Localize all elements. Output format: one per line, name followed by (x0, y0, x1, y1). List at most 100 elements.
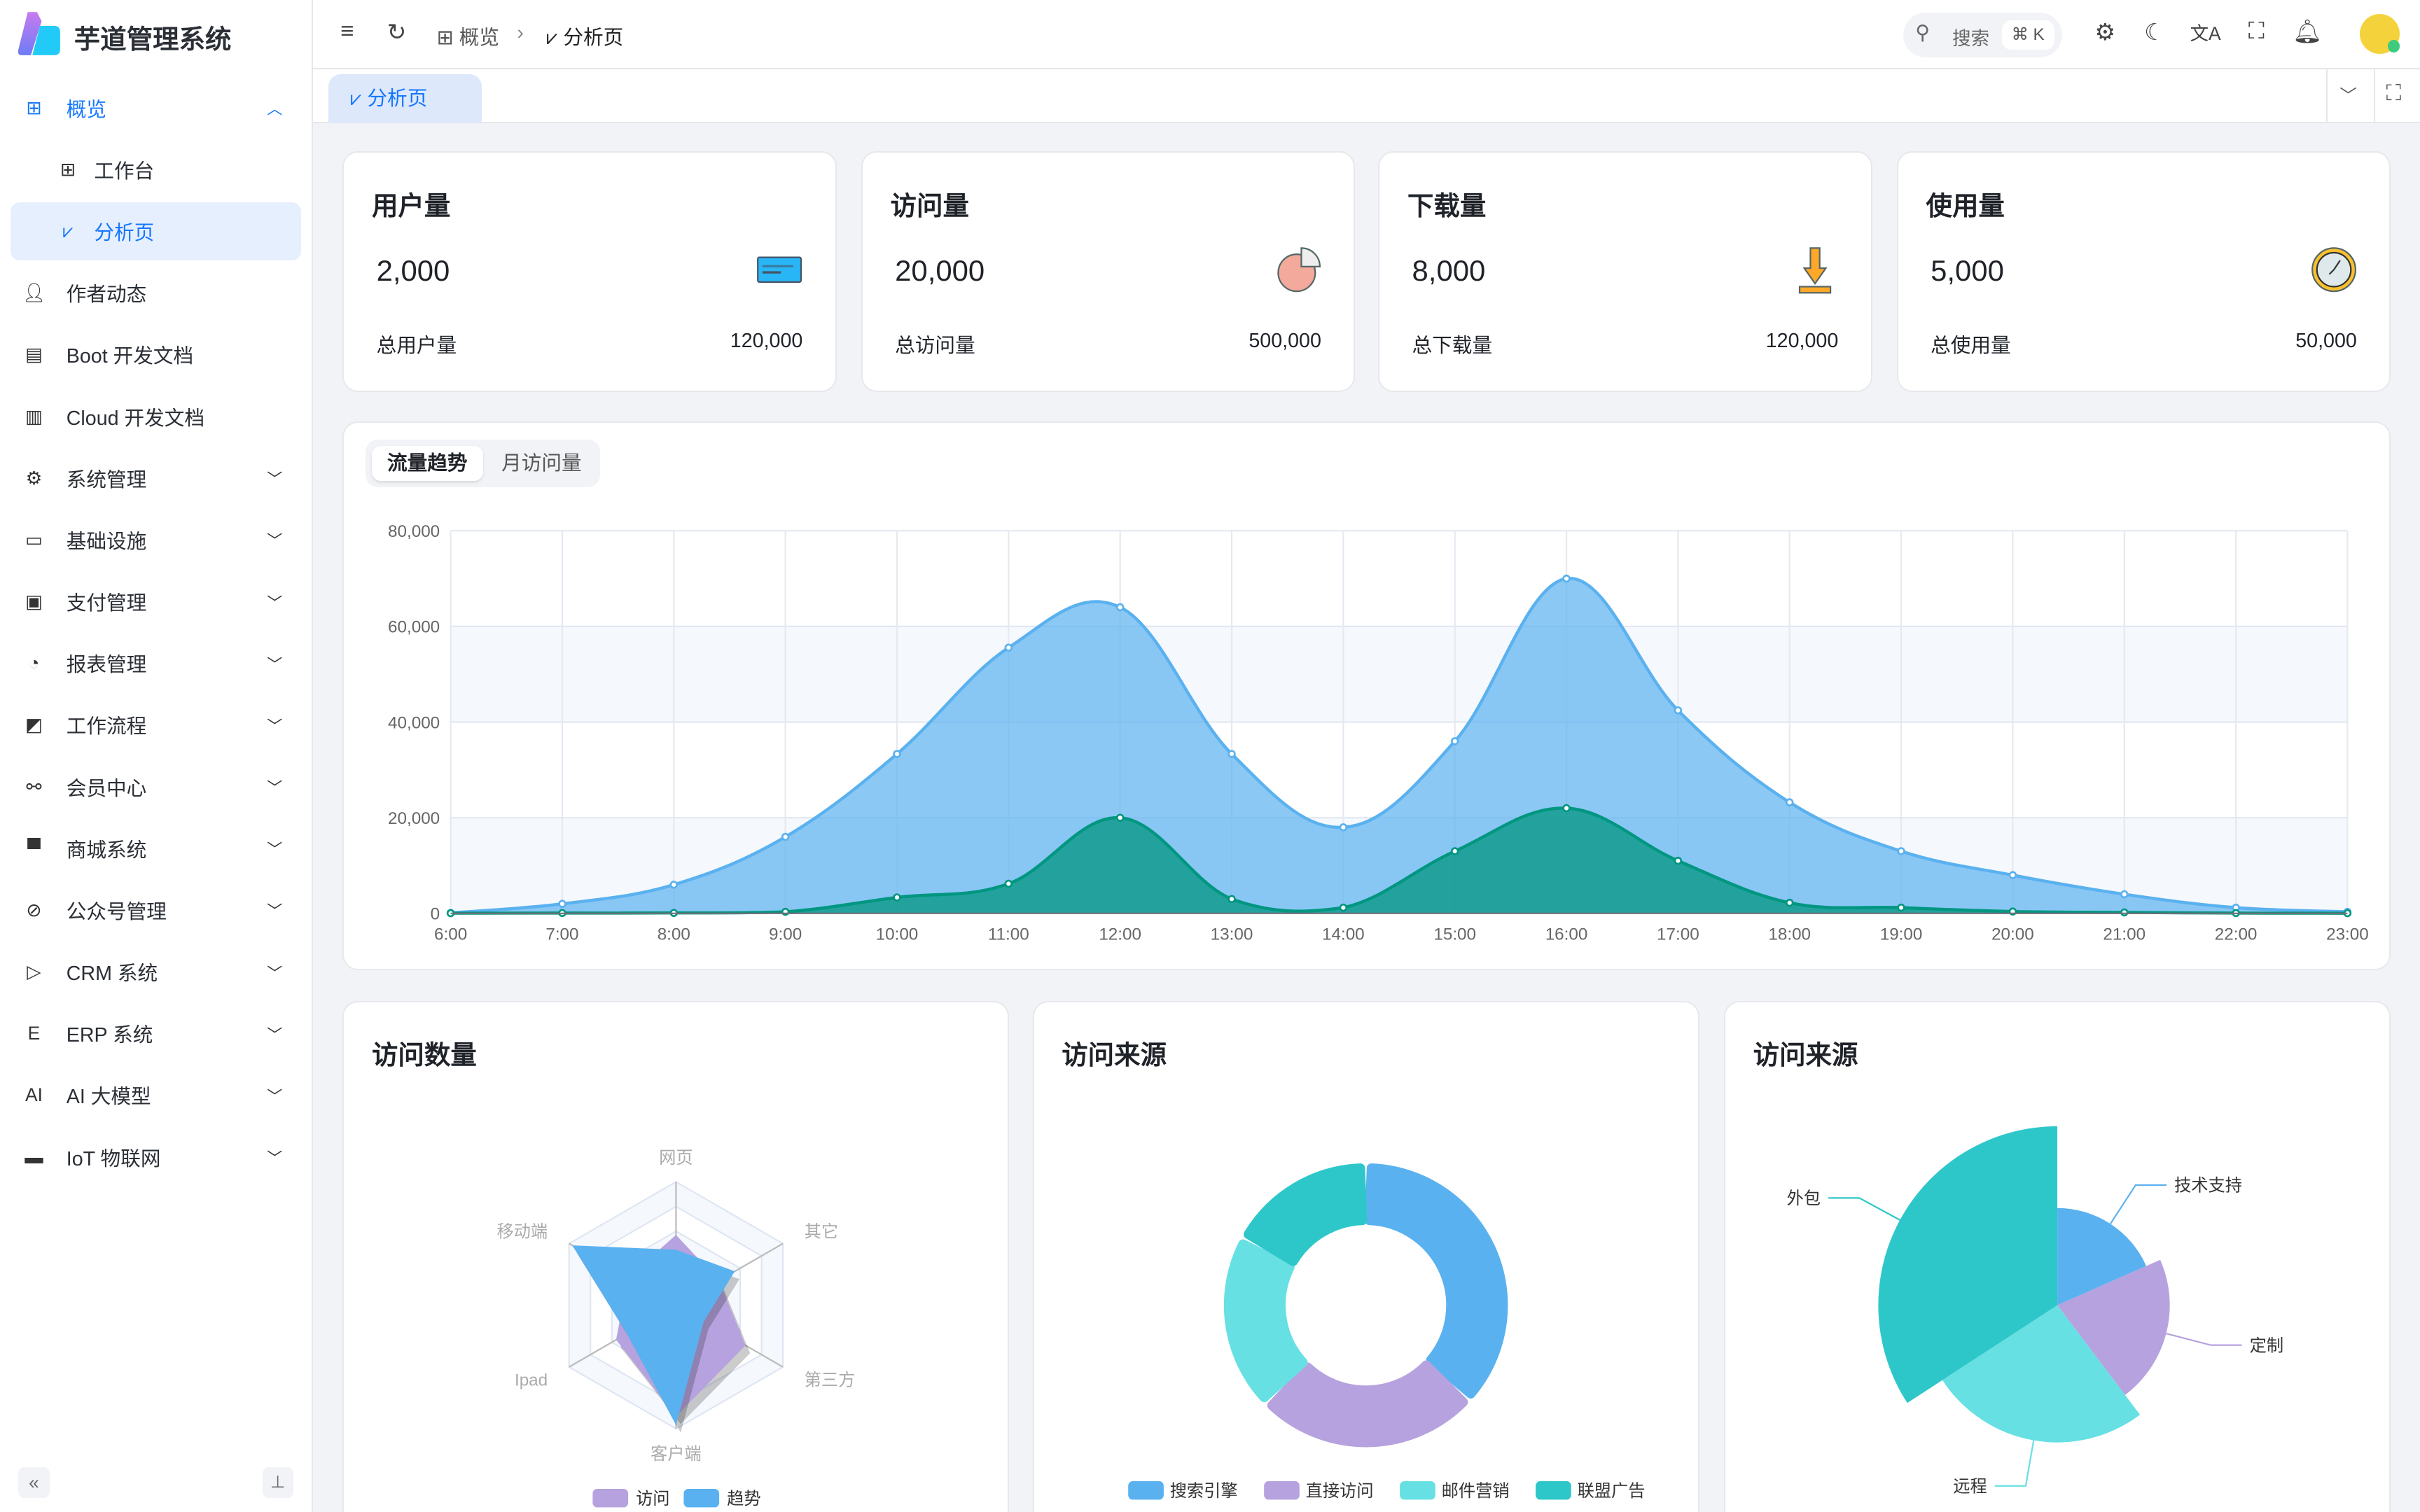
y-tick-label: 60,000 (388, 618, 440, 637)
gear-icon: ⚙ (25, 467, 43, 489)
sidebar-item[interactable]: ▥ Cloud 开发文档 (11, 387, 300, 446)
breadcrumb-label: 分析页 (563, 26, 624, 49)
chevron-down-icon: ﹀ (267, 779, 283, 797)
refresh-icon[interactable]: ↻ (387, 20, 407, 46)
chart-icon: ⩗ (350, 87, 368, 110)
stat-total-label: 总使用量 (1931, 335, 2011, 358)
y-tick-label: 0 (431, 905, 440, 924)
data-point (1785, 798, 1794, 806)
pie-icon: ◔ (28, 652, 40, 674)
document-icon: ▤ (25, 344, 43, 365)
search-button[interactable]: ⚲ 搜索 ⌘ K (1903, 12, 2062, 57)
stat-value: 5,000 (1931, 254, 2004, 288)
payment-icon: ▣ (25, 591, 43, 612)
x-tick-label: 18:00 (1768, 925, 1811, 944)
stat-title: 下载量 (1407, 191, 1487, 221)
sidebar-item[interactable]: ▷ CRM 系统 ﹀ (11, 943, 300, 1002)
chevron-down-icon: ﹀ (267, 1087, 283, 1105)
tab-monthly-visits[interactable]: 月访问量 (501, 451, 582, 475)
sidebar-item-label: 工作台 (94, 160, 155, 183)
translate-icon[interactable]: 文A (2190, 23, 2221, 45)
sidebar-item[interactable]: ⚯ 会员中心 ﹀ (11, 757, 300, 816)
menu-toggle-icon[interactable]: ≡ (340, 18, 354, 45)
sidebar-item[interactable]: ⊘ 公众号管理 ﹀ (11, 881, 300, 940)
tab-analysis[interactable]: ⩗ 分析页 (328, 74, 482, 124)
data-point (2120, 890, 2129, 899)
sidebar-item[interactable]: ▭ 基础设施 ﹀ (11, 511, 300, 570)
sidebar-item[interactable]: ⚙ 系统管理 ﹀ (11, 449, 300, 507)
chart-icon: ⩗ (62, 220, 74, 241)
bell-icon[interactable]: 🔔︎ (2293, 19, 2323, 46)
sidebar-item[interactable]: E ERP 系统 ﹀ (11, 1004, 300, 1063)
data-point (1115, 813, 1125, 822)
grid-icon: ⊞ (26, 97, 42, 118)
stat-total-value: 120,000 (730, 330, 803, 353)
stat-card: 下载量 8,000 总下载量 120,000 (1378, 151, 1872, 392)
sidebar-item-label: IoT 物联网 (66, 1147, 161, 1170)
stat-total-label: 总用户量 (376, 335, 457, 358)
search-placeholder: 搜索 (1952, 28, 1990, 50)
visits-radar-card: 访问数量 (342, 1001, 1010, 1512)
sidebar-item-label: 公众号管理 (66, 900, 167, 923)
data-point (1562, 804, 1571, 813)
app-logo (18, 12, 60, 56)
y-tick-label: 40,000 (388, 713, 440, 732)
sidebar-item-label: Boot 开发文档 (66, 345, 194, 368)
data-point (1562, 574, 1571, 583)
x-tick-label: 20:00 (1991, 925, 2034, 944)
pin-icon[interactable]: ⊥ (262, 1467, 293, 1499)
search-shortcut: ⌘ K (2001, 20, 2054, 50)
data-point (1450, 847, 1459, 855)
sidebar-item[interactable]: ▤ Boot 开发文档 (11, 326, 300, 384)
sidebar-item[interactable]: ⊞ 工作台 (11, 141, 300, 200)
sidebar-item[interactable]: ▀ 商城系统 ﹀ (11, 819, 300, 878)
sidebar-item[interactable]: ▣ 支付管理 ﹀ (11, 573, 300, 631)
stat-card: 访问量 20,000 总访问量 500,000 (861, 151, 1356, 392)
stat-card: 用户量 2,000 总用户量 120,000 (342, 151, 837, 392)
maximize-icon[interactable]: ⛶ (2386, 80, 2402, 105)
gear-icon[interactable]: ⚙ (2094, 20, 2116, 46)
app-title: 芋道管理系统 (74, 24, 232, 55)
stat-card: 使用量 5,000 总使用量 50,000 (1896, 151, 2391, 392)
sidebar-item-label: 基础设施 (66, 530, 147, 553)
x-tick-label: 11:00 (988, 925, 1029, 944)
grid-icon: ⊞ (60, 158, 76, 180)
collapse-sidebar-button[interactable]: « (18, 1467, 50, 1499)
data-point (1450, 737, 1459, 746)
header: ≡ ↻ ⊞ 概览 › ⩗ 分析页 ⚲ 搜索 ⌘ K ⚙ ☾ 文A ⛶ 🔔︎ (313, 0, 2420, 70)
sidebar-item[interactable]: ◩ 工作流程 ﹀ (11, 696, 300, 755)
sidebar-item[interactable]: ⊞ 概览 ︿ (11, 78, 300, 137)
data-point (1228, 895, 1236, 904)
data-point (2008, 871, 2017, 879)
chevron-down-icon: ﹀ (267, 717, 283, 735)
bike-icon: ⚯ (26, 776, 42, 797)
card-title: 访问数量 (371, 1040, 477, 1070)
sidebar-item[interactable]: 👤︎ 作者动态 (11, 264, 300, 323)
data-point (1674, 856, 1683, 865)
stat-value: 8,000 (1412, 254, 1486, 288)
chevron-down-icon: ﹀ (267, 964, 283, 982)
x-tick-label: 13:00 (1211, 925, 1253, 944)
y-tick-label: 80,000 (388, 522, 440, 541)
x-tick-label: 14:00 (1322, 925, 1365, 944)
sidebar-item-label: 系统管理 (66, 468, 147, 491)
sidebar-item[interactable]: AI AI 大模型 ﹀ (11, 1066, 300, 1125)
sidebar-item[interactable]: ⩗ 分析页 (11, 202, 301, 261)
data-point (558, 899, 566, 908)
ai-icon: AI (25, 1084, 43, 1106)
sidebar-item-label: 工作流程 (66, 715, 147, 738)
sidebar-item[interactable]: ▬ IoT 物联网 ﹀ (11, 1128, 300, 1186)
fullscreen-icon[interactable]: ⛶ (2248, 18, 2265, 45)
sidebar-item-label: 概览 (66, 98, 107, 121)
chevron-down-icon[interactable]: ﹀ (2339, 86, 2357, 106)
moon-icon[interactable]: ☾ (2144, 20, 2165, 46)
series-area (450, 578, 2348, 913)
x-tick-label: 10:00 (876, 925, 919, 944)
crm-icon: ▷ (27, 961, 41, 983)
tab-traffic-trend[interactable]: 流量趋势 (371, 445, 483, 482)
avatar[interactable] (2360, 13, 2400, 55)
breadcrumb-item-overview[interactable]: ⊞ 概览 (436, 26, 499, 49)
stat-total-label: 总访问量 (895, 335, 975, 358)
sidebar-item[interactable]: ◔ 报表管理 ﹀ (11, 634, 300, 693)
x-tick-label: 21:00 (2103, 925, 2146, 944)
